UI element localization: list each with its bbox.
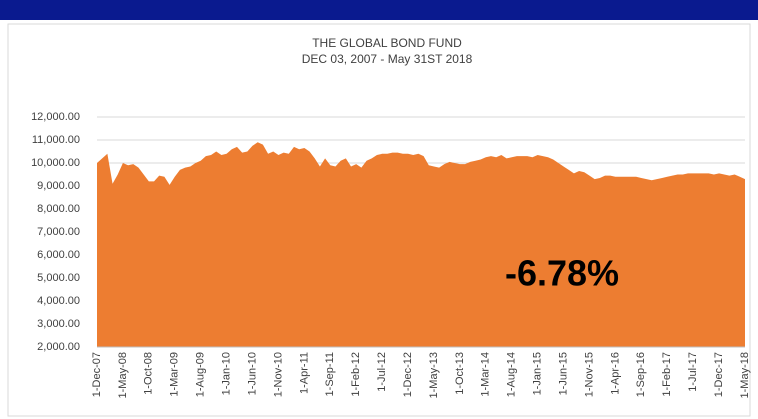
y-tick-label: 6,000.00 bbox=[37, 249, 80, 261]
y-tick-label: 10,000.00 bbox=[31, 157, 80, 169]
area bbox=[97, 142, 745, 347]
chart-frame bbox=[7, 23, 751, 417]
x-tick-label: 1-Jan-10 bbox=[221, 352, 233, 395]
x-tick-label: 1-Dec-12 bbox=[402, 352, 414, 397]
x-tick-label: 1-Jun-15 bbox=[557, 352, 569, 395]
x-tick-label: 1-Jan-15 bbox=[532, 352, 544, 395]
x-tick-label: 1-May-18 bbox=[739, 352, 751, 398]
y-tick-label: 2,000.00 bbox=[37, 341, 80, 353]
x-tick-label: 1-Apr-16 bbox=[609, 352, 621, 395]
x-tick-label: 1-Dec-07 bbox=[91, 352, 103, 397]
y-tick-label: 9,000.00 bbox=[37, 180, 80, 192]
area-layer bbox=[97, 142, 745, 348]
y-tick-label: 11,000.00 bbox=[32, 134, 80, 146]
x-tick-label: 1-Jun-10 bbox=[246, 352, 258, 395]
x-tick-label: 1-Aug-14 bbox=[506, 352, 518, 397]
chart-subtitle: DEC 03, 2007 - May 31ST 2018 bbox=[302, 52, 473, 66]
x-tick-label: 1-Jul-17 bbox=[687, 352, 699, 392]
x-tick-label: 1-Mar-14 bbox=[480, 352, 492, 397]
chart-title: THE GLOBAL BOND FUND bbox=[312, 36, 462, 50]
x-tick-label: 1-Mar-09 bbox=[169, 352, 181, 397]
x-tick-label: 1-Oct-13 bbox=[454, 352, 466, 395]
y-tick-label: 4,000.00 bbox=[37, 295, 80, 307]
x-tick-label: 1-Oct-08 bbox=[143, 352, 155, 395]
annotation: -6.78% bbox=[505, 253, 619, 294]
x-tick-label: 1-Sep-11 bbox=[324, 352, 336, 396]
x-tick-label: 1-Apr-11 bbox=[298, 352, 310, 394]
y-tick-label: 5,000.00 bbox=[37, 272, 80, 284]
x-tick-label: 1-Nov-15 bbox=[583, 352, 595, 397]
x-tick-label: 1-Feb-17 bbox=[661, 352, 673, 397]
x-tick-label: 1-May-13 bbox=[428, 352, 440, 398]
x-tick-label: 1-Sep-16 bbox=[635, 352, 647, 397]
y-tick-label: 8,000.00 bbox=[37, 203, 80, 215]
y-tick-label: 12,000.00 bbox=[31, 111, 80, 123]
y-tick-label: 3,000.00 bbox=[37, 318, 80, 330]
x-tick-label: 1-Feb-12 bbox=[350, 352, 362, 397]
x-tick-label: 1-May-08 bbox=[117, 352, 129, 398]
x-tick-label: 1-Nov-10 bbox=[272, 352, 284, 397]
header-bar bbox=[0, 0, 758, 20]
x-tick-label: 1-Dec-17 bbox=[713, 352, 725, 397]
x-tick-label: 1-Aug-09 bbox=[195, 352, 207, 397]
x-tick-label: 1-Jul-12 bbox=[376, 352, 388, 392]
y-tick-label: 7,000.00 bbox=[37, 226, 80, 238]
labels: 2,000.00 3,000.00 4,000.00 5,000.00 6,000.00… bbox=[31, 111, 751, 399]
